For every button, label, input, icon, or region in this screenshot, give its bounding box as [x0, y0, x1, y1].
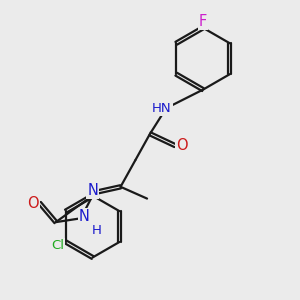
Text: O: O [176, 138, 187, 153]
Text: H: H [92, 224, 102, 237]
Text: F: F [199, 14, 207, 29]
Text: N: N [79, 209, 90, 224]
Text: HN: HN [152, 102, 172, 115]
Text: Cl: Cl [51, 239, 64, 252]
Text: O: O [27, 196, 39, 211]
Text: N: N [87, 183, 98, 198]
